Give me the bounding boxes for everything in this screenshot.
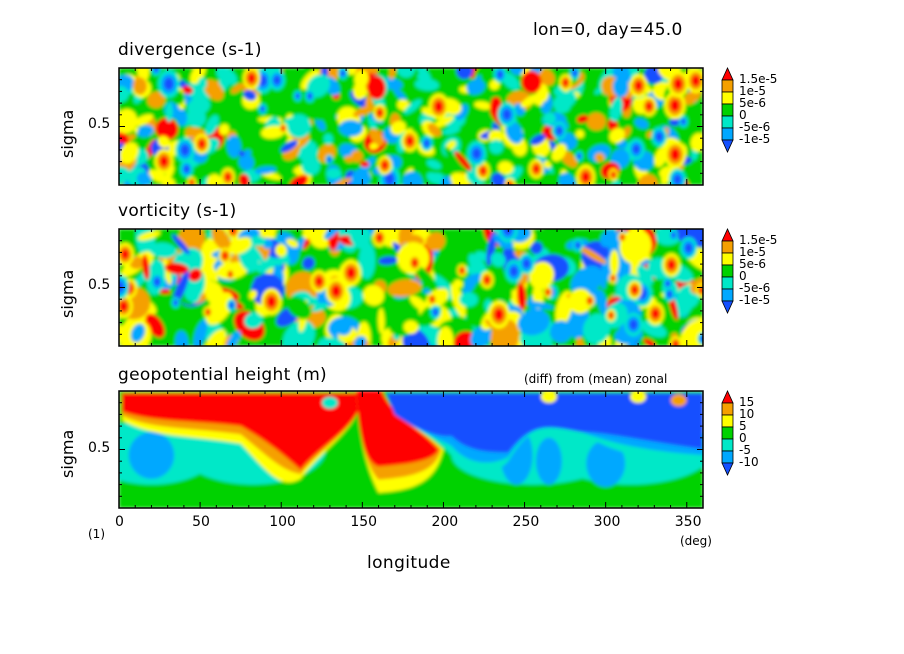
colorbar-label: 5e-6 <box>739 257 766 271</box>
x-tick-label: 300 <box>593 514 621 530</box>
colorbar-divergence <box>721 67 734 153</box>
colorbar-label: 0 <box>739 108 747 122</box>
colorbar-label: 1e-5 <box>739 245 766 259</box>
panel-annotation-geopotential: (diff) from (mean) zonal <box>524 372 668 386</box>
colorbar-label: -1e-5 <box>739 293 771 307</box>
figure-label: (1) <box>88 527 105 541</box>
colorbar-label: -5e-6 <box>739 281 771 295</box>
y-tick-geopotential: 0.5 <box>88 440 111 456</box>
panel-title-divergence: divergence (s-1) <box>118 40 262 60</box>
colorbar-vorticity <box>721 228 734 314</box>
x-tick-label: 100 <box>269 514 296 530</box>
colorbar-label: 1.5e-5 <box>739 233 778 247</box>
colorbar-label: -5e-6 <box>739 120 771 134</box>
x-tick-label: 150 <box>350 514 378 530</box>
panel-title-vorticity: vorticity (s-1) <box>118 201 237 221</box>
x-tick-label: 250 <box>512 514 540 530</box>
colorbar-label: 5 <box>739 419 747 433</box>
colorbar-label: -10 <box>739 455 759 469</box>
colorbar-label: 1.5e-5 <box>739 72 778 86</box>
y-tick-vorticity: 0.5 <box>88 277 111 293</box>
x-tick-label: 0 <box>115 514 124 530</box>
y-tick-divergence: 0.5 <box>88 116 111 132</box>
colorbar-geopotential <box>721 390 734 476</box>
colorbar-label: 0 <box>739 269 747 283</box>
panel-title-geopotential: geopotential height (m) <box>118 365 327 385</box>
header-label: lon=0, day=45.0 <box>533 20 683 40</box>
x-unit-label: (deg) <box>680 534 712 548</box>
colorbar-label: -5 <box>739 443 751 457</box>
colorbar-label: 5e-6 <box>739 96 766 110</box>
colorbar-label: 0 <box>739 431 747 445</box>
colorbar-label: 15 <box>739 395 755 409</box>
field-geopotential <box>119 391 703 508</box>
field-vorticity <box>119 229 703 346</box>
x-tick-label: 350 <box>674 514 702 530</box>
colorbar-label: 1e-5 <box>739 84 766 98</box>
field-divergence <box>119 68 703 185</box>
x-tick-label: 200 <box>431 514 459 530</box>
x-tick-label: 50 <box>192 514 210 530</box>
colorbar-label: -1e-5 <box>739 132 771 146</box>
colorbar-label: 10 <box>739 407 755 421</box>
x-axis-label: longitude <box>367 553 451 573</box>
